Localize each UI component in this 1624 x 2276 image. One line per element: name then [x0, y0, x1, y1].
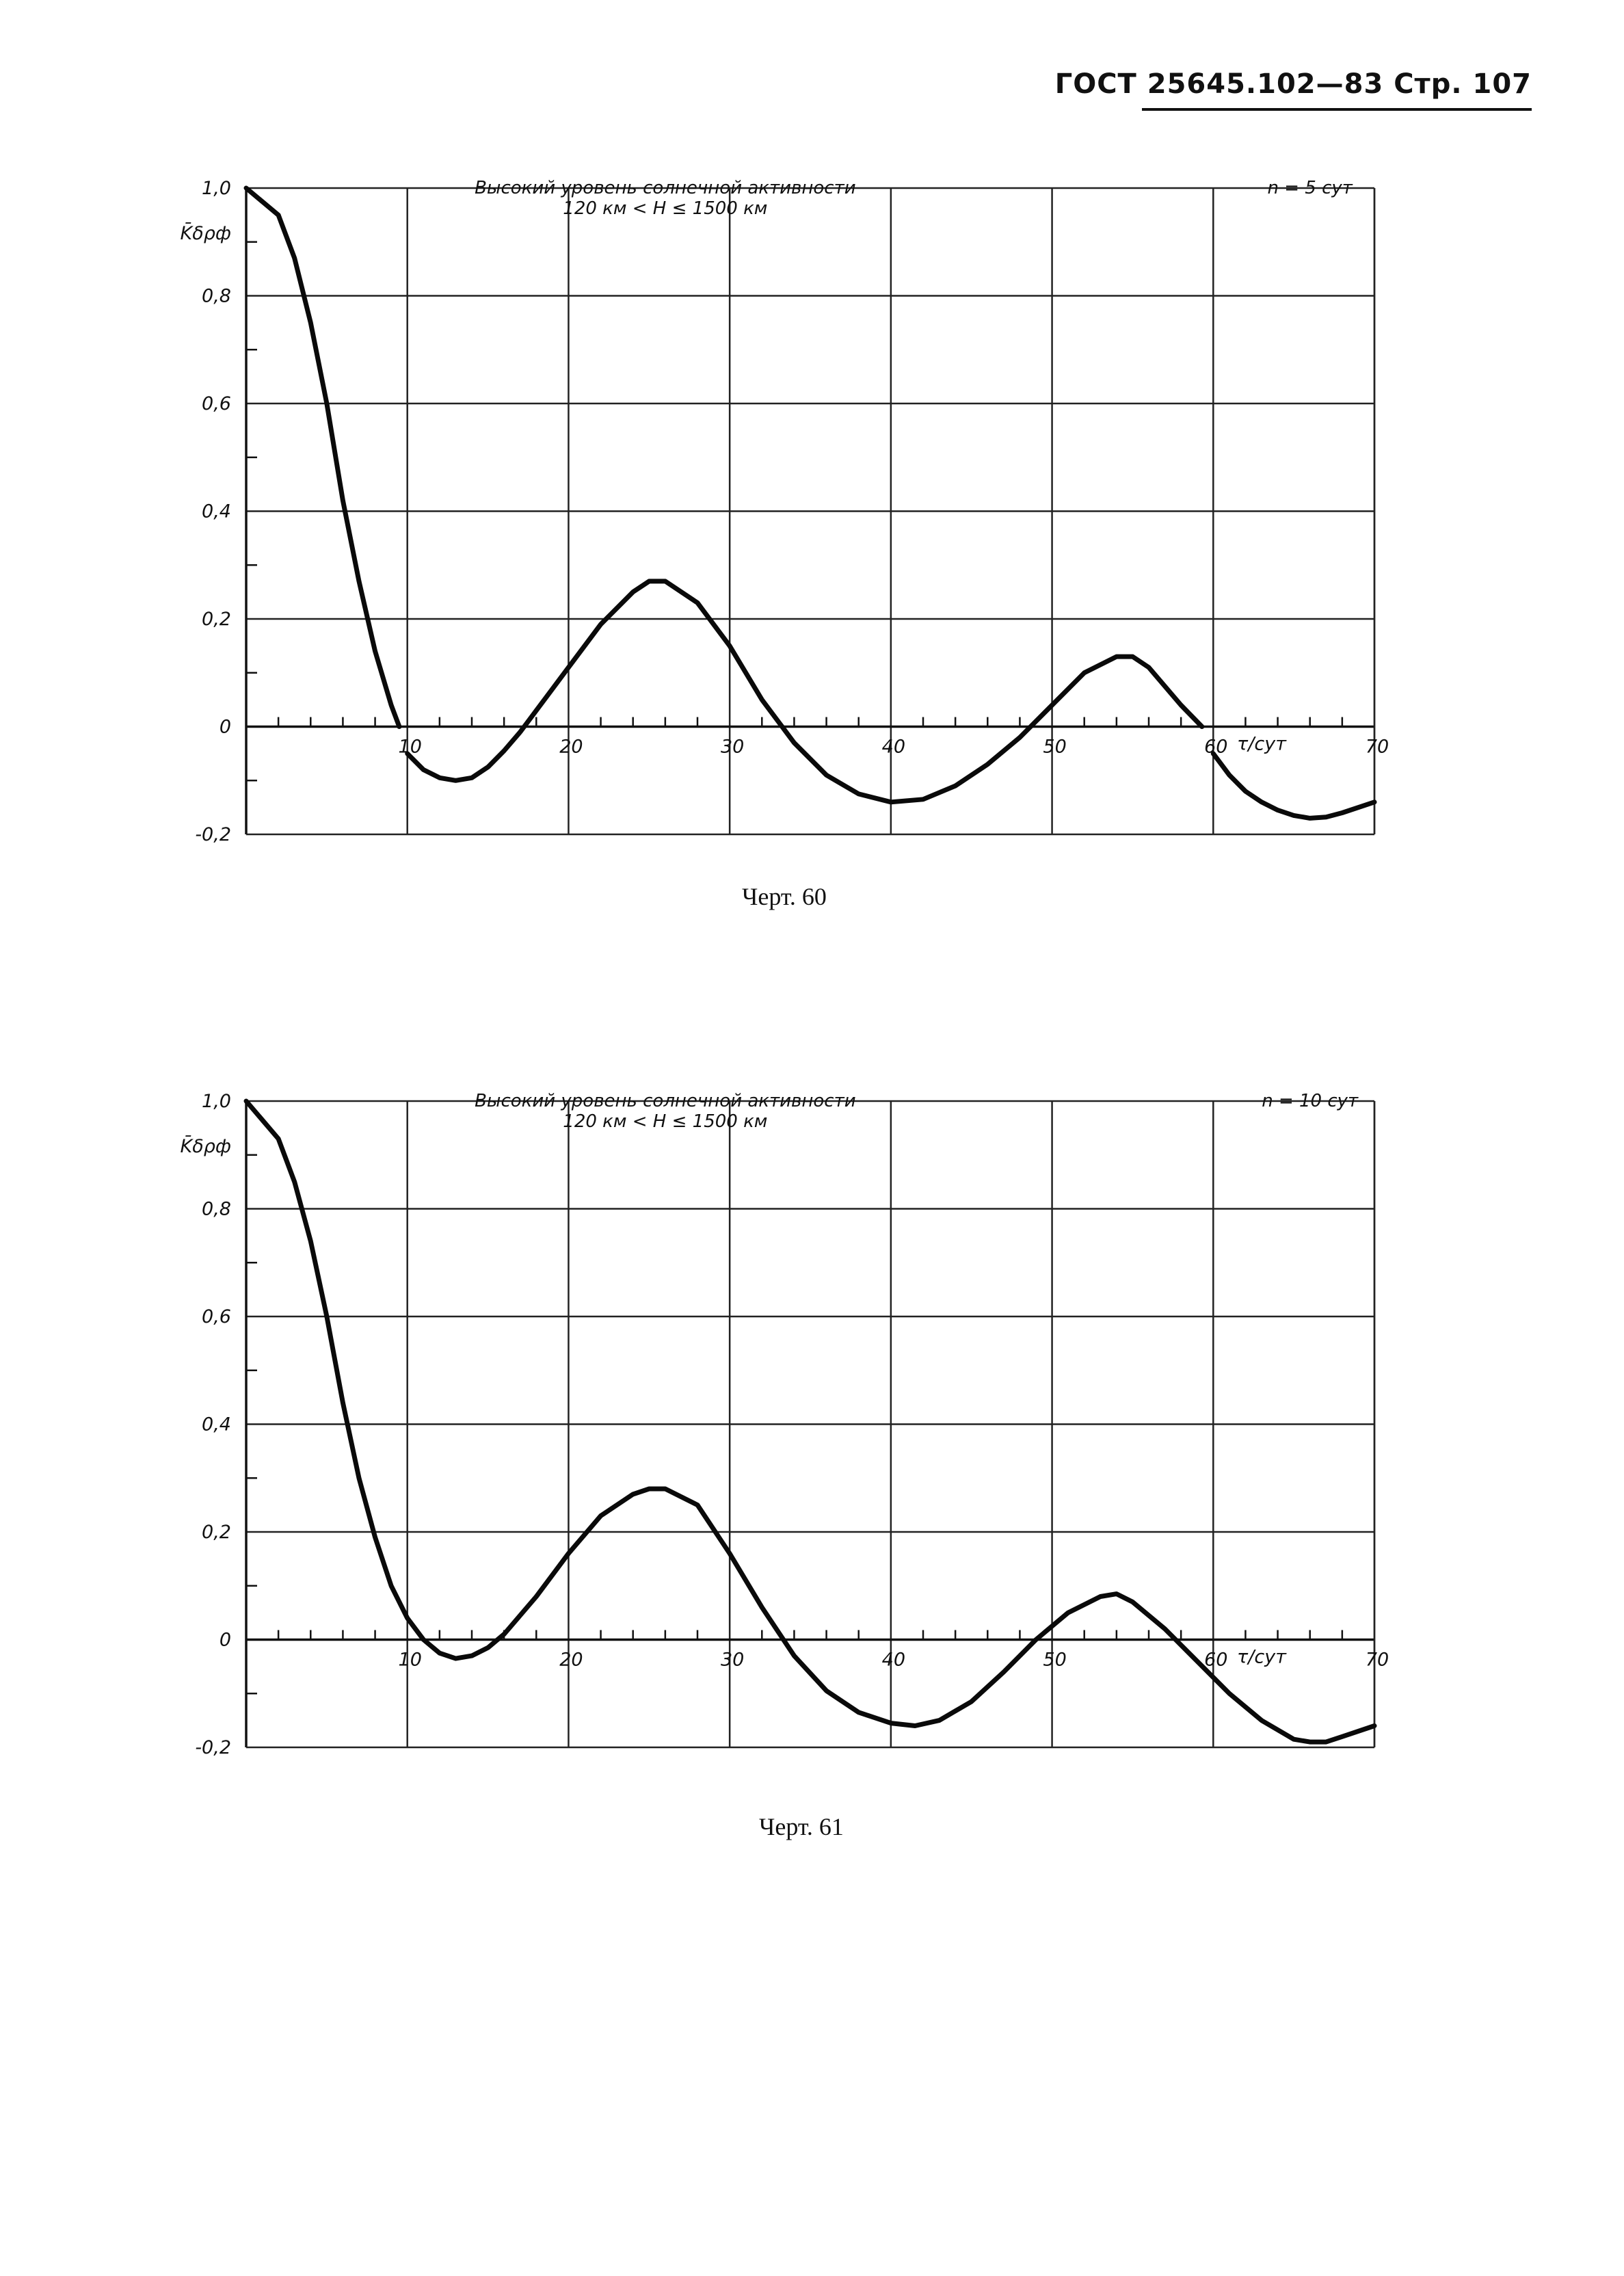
x-tick-label: 50 — [1043, 1650, 1066, 1671]
y-tick-label: -0,2 — [195, 824, 231, 845]
chart-title: Высокий уровень солнечной активности — [475, 178, 856, 198]
y-axis-label: K̄δρф — [181, 1135, 231, 1157]
y-tick-label: 0 — [219, 1630, 231, 1651]
y-tick-label: 0,2 — [202, 609, 231, 630]
chart-note: n = 5 сут — [1267, 178, 1353, 198]
page-header-text: ГОСТ 25645.102—83 Стр. 107 — [1054, 68, 1532, 100]
x-tick-label: 20 — [559, 737, 583, 758]
y-tick-label: 0,6 — [202, 393, 231, 414]
chart-caption-61: Черт. 61 — [759, 1813, 844, 1840]
y-axis-label: K̄δρф — [181, 222, 231, 244]
y-tick-label: 1,0 — [202, 178, 231, 199]
x-tick-label: 50 — [1043, 737, 1066, 758]
chart-61: 10 20 30 40 50 60 70 1,0 0,8 0,6 0,4 0,2 0 -0,2 K̄δρф τ… — [181, 1091, 1389, 1758]
series-line-segment — [1210, 751, 1377, 821]
series-line-segment — [243, 185, 402, 729]
y-tick-label: 0,2 — [202, 1522, 231, 1543]
x-tick-label: 70 — [1366, 1650, 1389, 1671]
x-tick-label: 30 — [721, 737, 744, 758]
y-tick-label: 0,4 — [202, 501, 231, 522]
y-tick-label: 1,0 — [202, 1091, 231, 1112]
chart-note: n = 10 сут — [1262, 1091, 1359, 1111]
x-tick-label: 30 — [721, 1650, 744, 1671]
series-line-segment — [243, 1098, 1377, 1745]
series-line-segment — [405, 579, 1205, 805]
chart-title: Высокий уровень солнечной активности — [475, 1091, 856, 1111]
x-tick-label: 40 — [882, 737, 905, 758]
x-tick-label: 10 — [399, 1650, 422, 1671]
page-header: ГОСТ 25645.102—83 Стр. 107 — [1054, 68, 1532, 111]
chart-60: 10 20 30 40 50 60 701,00,80,60,40,20-0,2K̄δρфτ… — [181, 178, 1389, 845]
y-tick-label: 0,8 — [202, 1199, 231, 1220]
x-axis-label: τ/сут — [1237, 734, 1287, 755]
header-underline — [1142, 108, 1532, 111]
chart-subtitle: 120 км < H ≤ 1500 км — [563, 1111, 767, 1132]
chart-subtitle: 120 км < H ≤ 1500 км — [563, 198, 767, 219]
x-tick-label: 40 — [882, 1650, 905, 1671]
y-tick-label: 0 — [219, 717, 231, 738]
x-tick-label: 20 — [559, 1650, 583, 1671]
y-tick-label: 0,8 — [202, 286, 231, 307]
y-tick-label: 0,4 — [202, 1414, 231, 1435]
x-tick-label: 60 — [1204, 1650, 1227, 1671]
x-tick-label: 70 — [1366, 737, 1389, 758]
y-tick-label: 0,6 — [202, 1306, 231, 1327]
y-tick-label: -0,2 — [195, 1737, 231, 1758]
chart-caption-60: Черт. 60 — [742, 883, 827, 910]
x-axis-label: τ/сут — [1237, 1647, 1287, 1668]
